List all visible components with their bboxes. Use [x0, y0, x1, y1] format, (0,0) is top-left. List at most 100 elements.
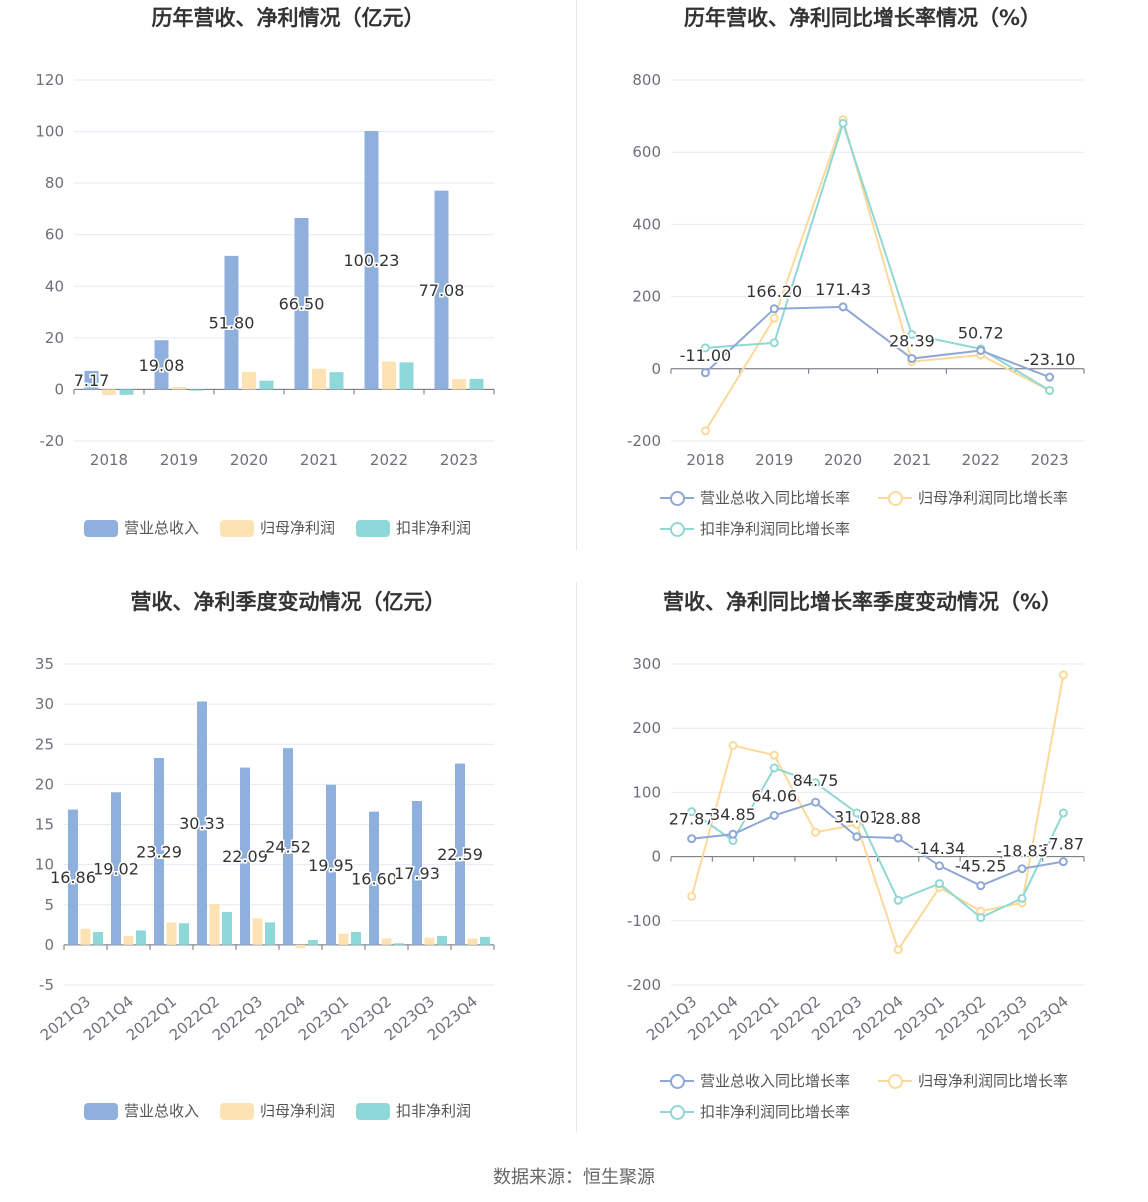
bar-deducted-profit — [222, 911, 232, 945]
data-label: 66.50 — [279, 295, 325, 314]
y-tick-label: 0 — [651, 360, 661, 378]
y-tick-label: 400 — [632, 215, 661, 233]
bar-revenue — [364, 130, 379, 390]
legend-label: 扣非净利润 — [396, 1102, 472, 1120]
data-point — [893, 833, 903, 843]
y-tick-label: 0 — [54, 380, 64, 398]
data-point — [769, 763, 779, 773]
data-point — [852, 808, 862, 818]
data-point — [907, 354, 917, 364]
x-tick-label: 2019 — [160, 451, 198, 469]
y-tick-label: 0 — [44, 936, 54, 954]
legend-swatch — [84, 520, 118, 537]
bar-net-profit — [209, 903, 220, 945]
legend-label: 归母净利润 — [260, 519, 336, 537]
bar-deducted-profit — [136, 930, 146, 945]
data-label: 166.20 — [746, 282, 802, 301]
quarterly-growth-line-chart: -200-10001002003002021Q32021Q42022Q12022… — [627, 655, 1086, 1044]
chart-legend: 营业总收入同比增长率 归母净利润同比增长率 扣非净利润同比增长率 — [660, 487, 1140, 547]
quarterly-revenue-bar-chart: -5051015202530352021Q32021Q42022Q12022Q2… — [35, 655, 495, 1044]
bar-revenue — [224, 255, 239, 390]
data-point — [893, 895, 903, 905]
y-tick-label: -5 — [39, 976, 54, 994]
data-point — [687, 834, 697, 844]
series-line-net-profit — [704, 116, 1051, 432]
data-point — [976, 913, 986, 923]
data-label: -11.00 — [680, 346, 732, 365]
data-point — [1045, 372, 1055, 382]
bar-net-profit — [382, 361, 396, 390]
data-point — [700, 343, 710, 353]
bar-net-profit — [123, 936, 134, 945]
bar-net-profit — [295, 944, 306, 949]
bar-net-profit — [381, 938, 392, 945]
legend-marker-icon — [670, 522, 685, 537]
x-tick-label: 2018 — [90, 451, 128, 469]
data-source-note: 数据来源：恒生聚源 — [493, 1167, 655, 1188]
x-tick-label: 2020 — [230, 451, 268, 469]
bar-deducted-profit — [93, 932, 103, 945]
bar-net-profit — [102, 389, 116, 396]
data-label: 17.93 — [394, 864, 440, 883]
x-tick-label: 2019 — [755, 451, 793, 469]
y-tick-label: 25 — [35, 735, 54, 753]
legend-label: 营业总收入同比增长率 — [700, 1072, 851, 1090]
legend-label: 营业总收入 — [124, 519, 200, 537]
data-label: 7.17 — [74, 371, 110, 390]
data-label: -45.25 — [955, 857, 1007, 876]
legend-marker-icon — [888, 491, 903, 506]
data-point — [1045, 385, 1055, 395]
y-tick-label: -100 — [627, 912, 661, 930]
bar-revenue — [68, 809, 78, 945]
bar-revenue — [84, 370, 99, 390]
data-point — [700, 426, 710, 436]
legend-swatch — [220, 1103, 254, 1120]
legend-label: 营业总收入同比增长率 — [700, 489, 851, 507]
bar-revenue — [412, 800, 422, 945]
bar-revenue — [326, 784, 336, 945]
bar-deducted-profit — [351, 932, 361, 945]
data-point — [1058, 808, 1068, 818]
bar-deducted-profit — [480, 936, 490, 945]
legend-marker-icon — [888, 1074, 903, 1089]
series-line-revenue — [691, 801, 1064, 887]
data-point — [728, 829, 738, 839]
y-tick-label: 35 — [35, 655, 54, 673]
data-point — [893, 945, 903, 955]
y-tick-label: 40 — [45, 277, 64, 295]
data-point — [811, 827, 821, 837]
y-tick-label: 15 — [35, 816, 54, 834]
y-tick-label: 20 — [35, 775, 54, 793]
bar-deducted-profit — [399, 362, 414, 390]
bar-net-profit — [166, 922, 177, 945]
x-tick-label: 2020 — [824, 451, 862, 469]
chart-legend: 营业总收入 归母净利润 扣非净利润 — [84, 1100, 564, 1160]
data-point — [1017, 864, 1027, 874]
bar-net-profit — [424, 937, 435, 945]
legend-swatch — [84, 1103, 118, 1120]
chart-title: 营收、净利季度变动情况（亿元） — [130, 590, 446, 614]
bar-net-profit — [80, 928, 91, 945]
data-point — [811, 778, 821, 788]
legend-swatch — [220, 520, 254, 537]
data-label: 77.08 — [419, 281, 465, 300]
bar-deducted-profit — [265, 922, 275, 945]
data-label: 27.87 — [669, 810, 715, 829]
data-label: -23.10 — [1024, 350, 1076, 369]
legend-marker-icon — [670, 1105, 685, 1120]
bar-deducted-profit — [119, 389, 134, 395]
bar-revenue — [154, 757, 164, 945]
data-label: 16.86 — [50, 868, 96, 887]
data-label: -18.83 — [996, 842, 1048, 861]
y-tick-label: 30 — [35, 695, 54, 713]
bar-deducted-profit — [259, 380, 274, 390]
legend-label: 归母净利润 — [260, 1102, 336, 1120]
chart-title: 历年营收、净利同比增长率情况（%） — [683, 6, 1042, 30]
x-tick-label: 2023 — [440, 451, 478, 469]
y-tick-label: 10 — [35, 856, 54, 874]
y-tick-label: 60 — [45, 226, 64, 244]
data-point — [838, 302, 848, 312]
y-tick-label: -20 — [40, 432, 65, 450]
chart-legend: 营业总收入同比增长率 归母净利润同比增长率 扣非净利润同比增长率 — [660, 1070, 1140, 1130]
data-point — [976, 881, 986, 891]
